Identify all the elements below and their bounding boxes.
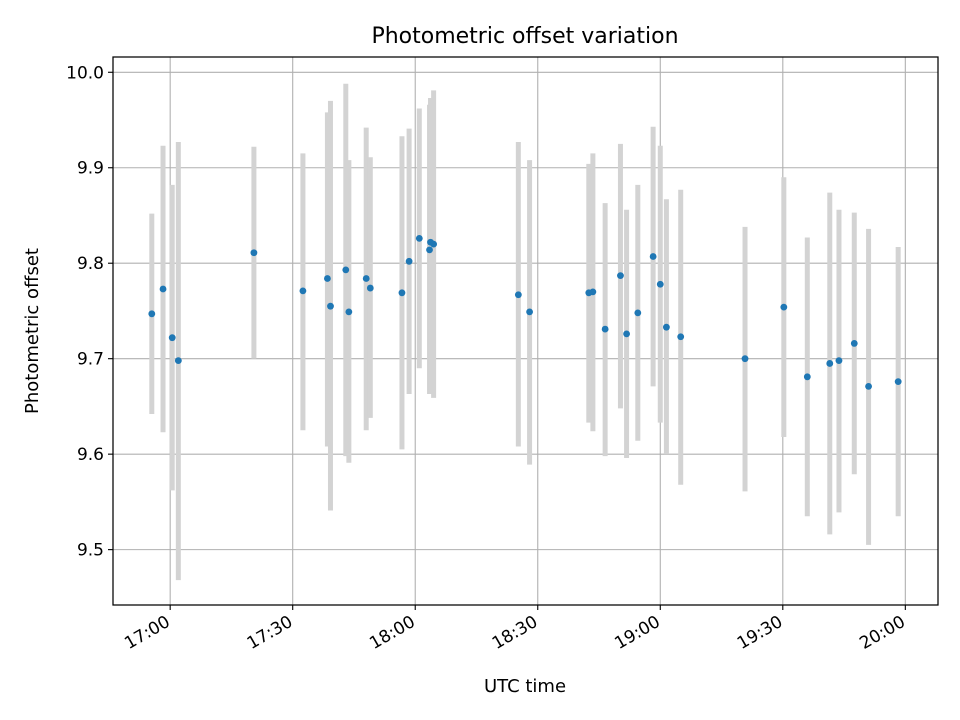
data-point xyxy=(656,280,664,288)
data-point xyxy=(415,234,423,242)
data-point xyxy=(826,360,834,367)
data-point xyxy=(894,378,902,385)
y-tick-label: 9.7 xyxy=(77,350,104,370)
data-point xyxy=(299,287,307,295)
data-point xyxy=(324,275,331,282)
data-point xyxy=(850,340,858,347)
data-point xyxy=(649,253,657,260)
data-point xyxy=(526,308,533,316)
data-points xyxy=(148,234,902,390)
data-point xyxy=(174,357,182,364)
data-point xyxy=(398,289,406,297)
x-axis-label: UTC time xyxy=(484,676,566,697)
data-point xyxy=(617,272,624,280)
data-point xyxy=(430,240,438,248)
y-tick-label: 9.8 xyxy=(77,254,104,274)
y-axis-label: Photometric offset xyxy=(22,248,43,414)
data-point xyxy=(168,334,176,342)
y-tick-label: 9.6 xyxy=(77,445,104,465)
data-point xyxy=(803,373,811,381)
data-point xyxy=(362,275,370,282)
data-point xyxy=(514,291,522,299)
data-point xyxy=(250,249,258,257)
y-tick-label: 9.9 xyxy=(77,159,104,179)
data-point xyxy=(663,323,670,331)
data-point xyxy=(366,284,374,292)
data-point xyxy=(865,382,872,390)
y-tick-label: 10.0 xyxy=(66,63,104,83)
data-point xyxy=(148,310,156,318)
data-point xyxy=(159,285,167,293)
data-point xyxy=(634,309,642,317)
chart-title: Photometric offset variation xyxy=(371,24,678,49)
data-point xyxy=(601,325,609,333)
data-point xyxy=(589,288,597,296)
data-point xyxy=(780,303,788,311)
data-point xyxy=(327,302,334,310)
data-point xyxy=(405,257,413,265)
axes-frame xyxy=(112,56,939,606)
data-point xyxy=(835,357,843,364)
data-point xyxy=(345,308,353,316)
data-point xyxy=(426,246,433,254)
data-point xyxy=(623,330,630,338)
data-point xyxy=(741,355,749,363)
data-point xyxy=(677,333,685,341)
data-point xyxy=(342,266,350,274)
y-tick-label: 9.5 xyxy=(77,541,104,561)
